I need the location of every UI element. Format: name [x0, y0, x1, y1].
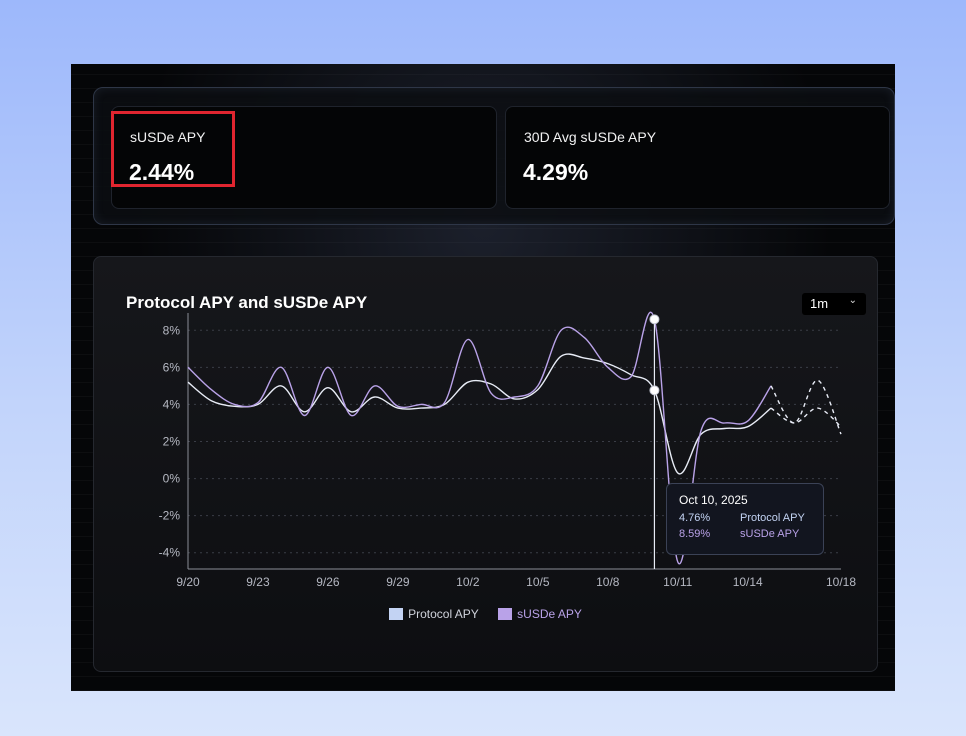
- x-tick-label: 10/18: [826, 575, 856, 589]
- tooltip-susde-name: sUSDe APY: [740, 528, 800, 540]
- dashboard-panel: sUSDe APY 2.44% 30D Avg sUSDe APY 4.29% …: [71, 64, 895, 691]
- line-protocol-forecast: [770, 407, 842, 428]
- apy-chart-card: Protocol APY and sUSDe APY 1m ⌄ 8% 6% 4% 2%…: [93, 256, 878, 672]
- tooltip-date: Oct 10, 2025: [679, 493, 748, 507]
- legend-label-susde: sUSDe APY: [517, 607, 582, 621]
- tooltip-susde-value: 8.59%: [679, 528, 711, 540]
- range-select[interactable]: 1m ⌄: [802, 293, 866, 315]
- chart-hover-markers: [649, 314, 660, 569]
- tooltip-protocol-value: 4.76%: [679, 512, 711, 524]
- tooltip-row-susde: 8.59% sUSDe APY: [679, 528, 823, 544]
- x-tick-label: 10/11: [663, 575, 692, 589]
- x-tick-label: 9/26: [316, 575, 340, 589]
- line-protocol: [187, 353, 772, 475]
- y-tick-label: 0%: [163, 472, 181, 486]
- legend-swatch-protocol: [389, 608, 404, 620]
- range-select-value: 1m: [810, 296, 829, 311]
- y-tick-label: -4%: [159, 546, 181, 560]
- chart-title: Protocol APY and sUSDe APY: [126, 293, 368, 312]
- y-tick-label: 2%: [163, 435, 181, 449]
- hover-marker-susde: [649, 314, 660, 325]
- x-tick-label: 10/14: [733, 575, 763, 589]
- chart-legend: Protocol APY sUSDe APY: [94, 607, 877, 621]
- apy-line-chart[interactable]: 8% 6% 4% 2% 0% -2% -4% 9/20 9/23 9/26 9/29 10/2 10/5…: [94, 257, 877, 671]
- chart-axes: 8% 6% 4% 2% 0% -2% -4% 9/20 9/23 9/26 9/29 10/2 10/5…: [159, 313, 856, 589]
- susde-apy-value: 2.44%: [129, 159, 195, 185]
- y-tick-label: 4%: [163, 397, 181, 411]
- line-susde-forecast: [770, 379, 842, 435]
- tooltip-row-protocol: 4.76% Protocol APY: [679, 512, 823, 528]
- legend-item-protocol[interactable]: Protocol APY: [389, 607, 479, 621]
- y-tick-label: 8%: [163, 323, 181, 337]
- susde-apy-label: sUSDe APY: [130, 129, 206, 145]
- highlight-box: [111, 111, 235, 187]
- x-tick-label: 10/8: [596, 575, 620, 589]
- x-tick-label: 9/23: [246, 575, 270, 589]
- tooltip-protocol-name: Protocol APY: [740, 512, 805, 524]
- x-tick-label: 10/5: [526, 575, 550, 589]
- chart-series: [187, 311, 842, 565]
- susde-apy-card: sUSDe APY 2.44%: [111, 106, 497, 209]
- legend-label-protocol: Protocol APY: [408, 607, 479, 621]
- x-tick-label: 9/29: [386, 575, 410, 589]
- chevron-down-icon: ⌄: [848, 295, 857, 306]
- legend-swatch-susde: [498, 608, 513, 620]
- avg-apy-card: 30D Avg sUSDe APY 4.29%: [505, 106, 890, 209]
- avg-apy-label: 30D Avg sUSDe APY: [524, 129, 657, 145]
- stats-section: sUSDe APY 2.44% 30D Avg sUSDe APY 4.29%: [93, 87, 895, 225]
- x-tick-label: 10/2: [456, 575, 480, 589]
- avg-apy-value: 4.29%: [523, 159, 589, 185]
- chart-tooltip: Oct 10, 2025 4.76% Protocol APY 8.59% sU…: [666, 483, 824, 555]
- legend-item-susde[interactable]: sUSDe APY: [498, 607, 582, 621]
- x-tick-label: 9/20: [176, 575, 200, 589]
- y-tick-label: 6%: [163, 360, 181, 374]
- line-susde: [187, 311, 772, 565]
- hover-marker-protocol: [649, 385, 660, 396]
- y-tick-label: -2%: [159, 509, 181, 523]
